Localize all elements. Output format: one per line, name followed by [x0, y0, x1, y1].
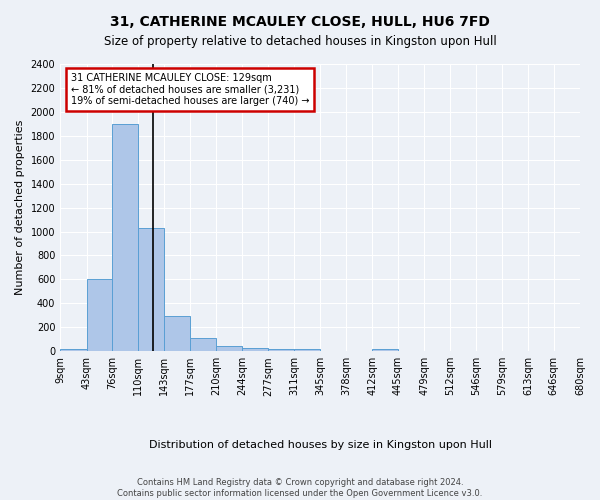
Bar: [86, 280, 112, 351]
Bar: [373, 349, 398, 351]
Bar: [268, 349, 294, 351]
Y-axis label: Number of detached properties: Number of detached properties: [15, 120, 25, 296]
Bar: [190, 338, 216, 351]
X-axis label: Distribution of detached houses by size in Kingston upon Hull: Distribution of detached houses by size …: [149, 440, 491, 450]
Text: Size of property relative to detached houses in Kingston upon Hull: Size of property relative to detached ho…: [104, 35, 496, 48]
Bar: [294, 349, 320, 351]
Bar: [112, 124, 139, 351]
Bar: [139, 228, 164, 351]
Bar: [164, 316, 190, 351]
Text: Contains HM Land Registry data © Crown copyright and database right 2024.
Contai: Contains HM Land Registry data © Crown c…: [118, 478, 482, 498]
Text: 31 CATHERINE MCAULEY CLOSE: 129sqm
← 81% of detached houses are smaller (3,231)
: 31 CATHERINE MCAULEY CLOSE: 129sqm ← 81%…: [71, 72, 309, 106]
Bar: [216, 346, 242, 351]
Text: 31, CATHERINE MCAULEY CLOSE, HULL, HU6 7FD: 31, CATHERINE MCAULEY CLOSE, HULL, HU6 7…: [110, 15, 490, 29]
Bar: [60, 349, 86, 351]
Bar: [242, 348, 268, 351]
